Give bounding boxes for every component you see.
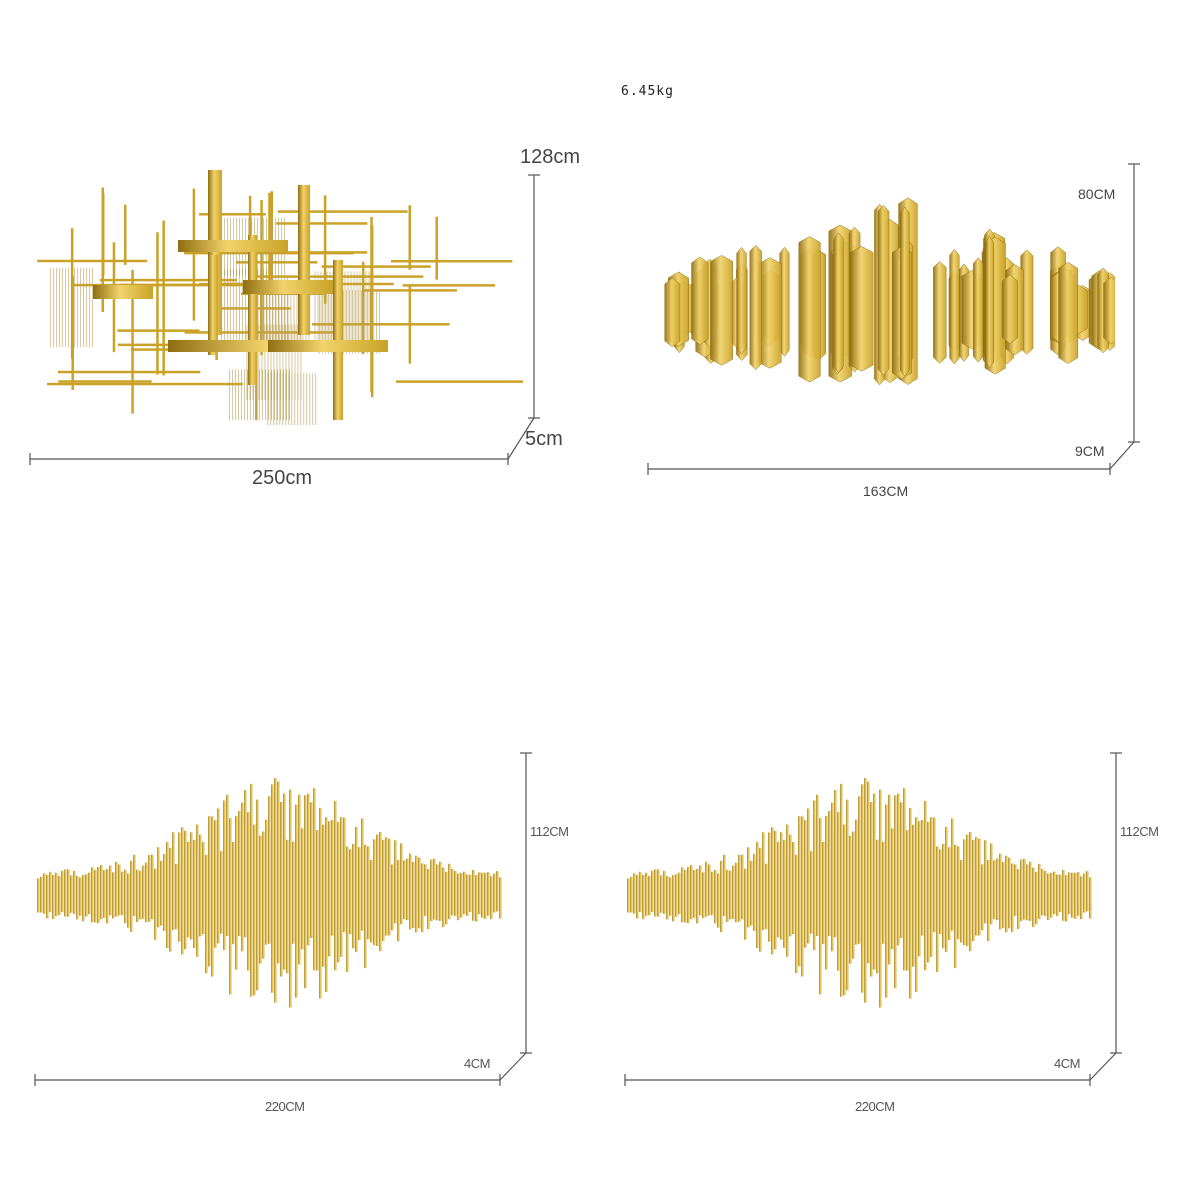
product-4-width-label: 220CM [855,1099,895,1114]
product-4-height-label: 112CM [1120,824,1159,839]
product-2-depth-line [1109,441,1135,470]
product-4-depth-label: 4CM [1054,1056,1080,1071]
product-3-width-label: 220CM [265,1099,305,1114]
product-4-sculpture-image [625,770,1093,1010]
product-2-sculpture-image [645,195,1120,430]
weight-label: 6.45kg [621,84,674,99]
product-4-depth-line [1089,1052,1117,1081]
product-2-width-label: 163CM [863,483,909,499]
product-3-height-label: 112CM [530,824,569,839]
product-3-depth-label: 4CM [464,1056,490,1071]
product-1-depth-label: 5cm [525,428,563,450]
product-3-depth-line [499,1052,527,1081]
product-2-depth-label: 9CM [1075,443,1105,459]
product-1-height-label: 128cm [520,146,581,168]
product-1-width-label: 250cm [252,467,313,489]
product-2-height-label: 80CM [1078,186,1116,202]
product-1-sculpture-image [28,165,577,445]
product-3-sculpture-image [35,770,503,1010]
product-1-depth-line [507,417,535,460]
